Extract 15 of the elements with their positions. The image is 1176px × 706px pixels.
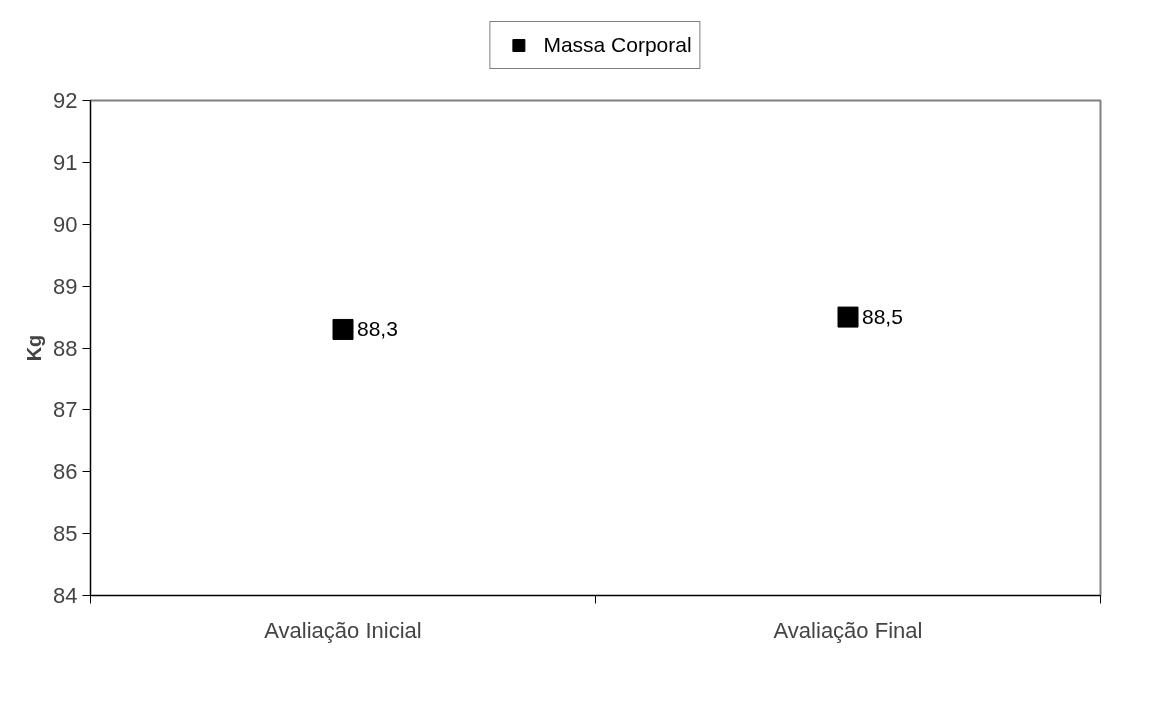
y-tick-label: 87 [53,397,78,423]
legend-label: Massa Corporal [543,33,692,57]
y-tick-label: 91 [53,149,78,175]
y-tick-label: 86 [53,459,78,485]
data-label: 88,5 [862,305,903,329]
y-tick-label: 85 [53,521,78,547]
y-tick-label: 92 [53,88,78,113]
y-tick-label: 88 [53,335,78,361]
y-tick-label: 90 [53,211,78,237]
y-axis-title: Kg [23,334,46,362]
x-tick-label: Avaliação Final [773,617,923,643]
y-tick-label: 84 [53,583,78,608]
y-tick-label: 89 [53,273,78,299]
x-tick-label: Avaliação Inicial [264,617,422,643]
data-label: 88,3 [357,317,398,341]
